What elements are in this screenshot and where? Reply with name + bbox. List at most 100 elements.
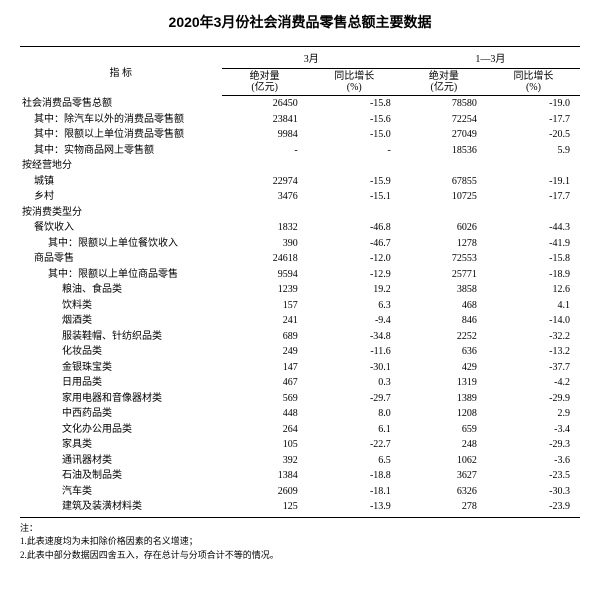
cell-value: 1239 (222, 282, 308, 298)
col-yoy-2: 同比增长(%) (487, 69, 580, 96)
table-row: 化妆品类249-11.6636-13.2 (20, 344, 580, 360)
table-row: 粮油、食品类123919.2385812.6 (20, 282, 580, 298)
cell-value (308, 205, 401, 221)
cell-value: 5.9 (487, 143, 580, 159)
cell-value: -37.7 (487, 360, 580, 376)
cell-value (401, 158, 487, 174)
cell-value: 1389 (401, 391, 487, 407)
cell-value: -15.8 (308, 96, 401, 112)
cell-value: 72553 (401, 251, 487, 267)
cell-value: 1384 (222, 468, 308, 484)
cell-value: -15.9 (308, 174, 401, 190)
cell-value: 10725 (401, 189, 487, 205)
col-period-1: 3月 (222, 47, 401, 69)
cell-value (487, 158, 580, 174)
cell-value: 689 (222, 329, 308, 345)
row-label: 汽车类 (20, 484, 222, 500)
row-label: 石油及制品类 (20, 468, 222, 484)
cell-value: 18536 (401, 143, 487, 159)
cell-value: 278 (401, 499, 487, 517)
cell-value: 390 (222, 236, 308, 252)
cell-value: 6326 (401, 484, 487, 500)
table-row: 家用电器和音像器材类569-29.71389-29.9 (20, 391, 580, 407)
cell-value: -18.1 (308, 484, 401, 500)
cell-value: -17.7 (487, 112, 580, 128)
cell-value: -12.9 (308, 267, 401, 283)
table-row: 建筑及装潢材料类125-13.9278-23.9 (20, 499, 580, 517)
note-1: 1.此表速度均为未扣除价格因素的名义增速； (20, 535, 580, 549)
table-row: 其中：限额以上单位餐饮收入390-46.71278-41.9 (20, 236, 580, 252)
col-abs-2: 绝对量(亿元) (401, 69, 487, 96)
row-label: 中西药品类 (20, 406, 222, 422)
cell-value: 157 (222, 298, 308, 314)
cell-value: 27049 (401, 127, 487, 143)
cell-value: -15.8 (487, 251, 580, 267)
notes-header: 注： (20, 522, 580, 536)
cell-value: 6.5 (308, 453, 401, 469)
row-label: 金银珠宝类 (20, 360, 222, 376)
row-label: 乡村 (20, 189, 222, 205)
cell-value: 1062 (401, 453, 487, 469)
cell-value: -3.4 (487, 422, 580, 438)
table-row: 烟酒类241-9.4846-14.0 (20, 313, 580, 329)
cell-value: - (308, 143, 401, 159)
row-label: 通讯器材类 (20, 453, 222, 469)
cell-value: 3858 (401, 282, 487, 298)
col-period-2: 1—3月 (401, 47, 580, 69)
cell-value: -3.6 (487, 453, 580, 469)
cell-value: 0.3 (308, 375, 401, 391)
table-row: 日用品类4670.31319-4.2 (20, 375, 580, 391)
table-row: 汽车类2609-18.16326-30.3 (20, 484, 580, 500)
row-label: 烟酒类 (20, 313, 222, 329)
table-row: 餐饮收入1832-46.86026-44.3 (20, 220, 580, 236)
cell-value: 26450 (222, 96, 308, 112)
cell-value: -41.9 (487, 236, 580, 252)
row-label: 城镇 (20, 174, 222, 190)
cell-value: -18.9 (487, 267, 580, 283)
cell-value: -29.9 (487, 391, 580, 407)
row-label: 社会消费品零售总额 (20, 96, 222, 112)
cell-value: -4.2 (487, 375, 580, 391)
cell-value: -19.0 (487, 96, 580, 112)
cell-value: 467 (222, 375, 308, 391)
cell-value: -20.5 (487, 127, 580, 143)
cell-value: 22974 (222, 174, 308, 190)
row-label: 饮料类 (20, 298, 222, 314)
cell-value: -15.1 (308, 189, 401, 205)
col-yoy-1: 同比增长(%) (308, 69, 401, 96)
cell-value: 105 (222, 437, 308, 453)
cell-value: 9984 (222, 127, 308, 143)
cell-value: 1319 (401, 375, 487, 391)
table-row: 其中：除汽车以外的消费品零售额23841-15.672254-17.7 (20, 112, 580, 128)
row-label: 餐饮收入 (20, 220, 222, 236)
row-label: 按消费类型分 (20, 205, 222, 221)
row-label: 家用电器和音像器材类 (20, 391, 222, 407)
cell-value: -14.0 (487, 313, 580, 329)
cell-value: 264 (222, 422, 308, 438)
cell-value: -15.6 (308, 112, 401, 128)
table-row: 通讯器材类3926.51062-3.6 (20, 453, 580, 469)
cell-value: 6.3 (308, 298, 401, 314)
cell-value: -46.8 (308, 220, 401, 236)
note-2: 2.此表中部分数据因四舍五入，存在总计与分项合计不等的情况。 (20, 549, 580, 563)
cell-value: 24618 (222, 251, 308, 267)
cell-value: 19.2 (308, 282, 401, 298)
cell-value: 147 (222, 360, 308, 376)
cell-value: -15.0 (308, 127, 401, 143)
table-row: 中西药品类4488.012082.9 (20, 406, 580, 422)
cell-value: -29.7 (308, 391, 401, 407)
cell-value: -44.3 (487, 220, 580, 236)
cell-value: -22.7 (308, 437, 401, 453)
cell-value: 9594 (222, 267, 308, 283)
table-row: 城镇22974-15.967855-19.1 (20, 174, 580, 190)
table-row: 服装鞋帽、针纺织品类689-34.82252-32.2 (20, 329, 580, 345)
cell-value: 23841 (222, 112, 308, 128)
table-row: 文化办公用品类2646.1659-3.4 (20, 422, 580, 438)
cell-value: 1832 (222, 220, 308, 236)
cell-value: 67855 (401, 174, 487, 190)
row-label: 服装鞋帽、针纺织品类 (20, 329, 222, 345)
cell-value: 3476 (222, 189, 308, 205)
cell-value: 448 (222, 406, 308, 422)
cell-value (222, 205, 308, 221)
cell-value: 569 (222, 391, 308, 407)
